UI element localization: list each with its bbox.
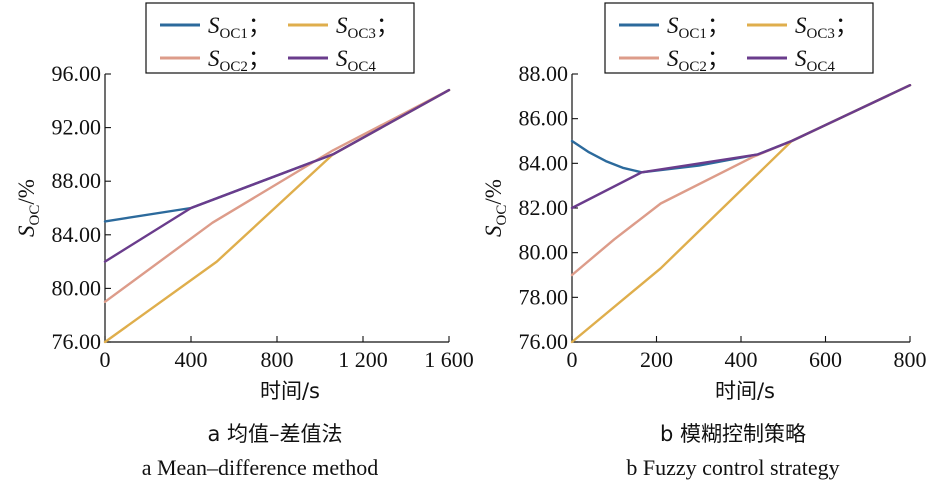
series-line-s-oc3 — [570, 83, 912, 344]
x-tick-label: 1 200 — [338, 347, 388, 372]
y-tick-label: 86.00 — [519, 106, 569, 131]
legend: SOC1； SOC3； SOC2； SOC4 — [604, 2, 874, 75]
x-tick-label: 200 — [640, 347, 673, 372]
x-tick-label: 0 — [567, 347, 578, 372]
series-line-s-oc1 — [570, 83, 912, 174]
series-line-s-oc4 — [570, 83, 912, 210]
y-tick-label: 76.00 — [52, 329, 102, 354]
x-tick-label: 1 600 — [424, 347, 474, 372]
legend: SOC1； SOC3； SOC2； SOC4 — [145, 2, 415, 75]
legend-label: SOC3； — [336, 13, 399, 42]
y-tick-label: 80.00 — [52, 275, 102, 300]
series-line-s-oc2 — [570, 83, 912, 277]
series-line-s-oc1 — [103, 88, 451, 223]
legend-label: SOC2； — [667, 46, 730, 75]
series-line-s-oc2 — [103, 88, 451, 303]
legend-label: SOC2； — [208, 46, 271, 75]
legend-label: SOC1； — [667, 13, 730, 42]
y-tick-label: 92.00 — [52, 115, 102, 140]
x-axis-label: 时间/s — [715, 379, 775, 403]
y-axis-label: SOC/% — [481, 179, 510, 237]
panel-caption-cn: a 均值–差值法 — [207, 422, 342, 446]
panel-caption-en: a Mean–difference method — [142, 455, 379, 480]
panel-caption-en: b Fuzzy control strategy — [626, 455, 839, 480]
y-tick-label: 82.00 — [519, 195, 569, 220]
x-axis-label: 时间/s — [260, 379, 320, 403]
x-tick-label: 400 — [175, 347, 208, 372]
chart-panel-a: 76.00 80.00 84.00 88.00 92.00 96.00 0 400 800 1 2… — [14, 2, 474, 480]
y-tick-label: 80.00 — [519, 240, 569, 265]
x-tick-label: 600 — [809, 347, 842, 372]
panel-caption-cn: b 模糊控制策略 — [660, 422, 806, 446]
x-tick-label: 800 — [894, 347, 927, 372]
legend-box — [604, 2, 874, 74]
y-tick-label: 88.00 — [519, 61, 569, 86]
chart-panel-b: 76.00 78.00 80.00 82.00 84.00 86.00 88.00 0 200 4… — [481, 2, 927, 480]
x-tick-label: 400 — [725, 347, 758, 372]
y-tick-label: 76.00 — [519, 329, 569, 354]
legend-label: SOC1； — [208, 13, 271, 42]
legend-label: SOC3； — [795, 13, 858, 42]
y-tick-label: 88.00 — [52, 168, 102, 193]
series-line-s-oc3 — [103, 88, 451, 344]
x-tick-label: 800 — [261, 347, 294, 372]
y-tick-label: 84.00 — [519, 150, 569, 175]
y-tick-label: 96.00 — [52, 61, 102, 86]
y-tick-label: 84.00 — [52, 222, 102, 247]
legend-label: SOC4 — [336, 46, 376, 75]
x-tick-label: 0 — [100, 347, 111, 372]
legend-label: SOC4 — [795, 46, 835, 75]
y-axis-label: SOC/% — [14, 179, 43, 237]
series-line-s-oc4 — [103, 88, 451, 263]
legend-box — [145, 2, 415, 74]
y-tick-label: 78.00 — [519, 284, 569, 309]
